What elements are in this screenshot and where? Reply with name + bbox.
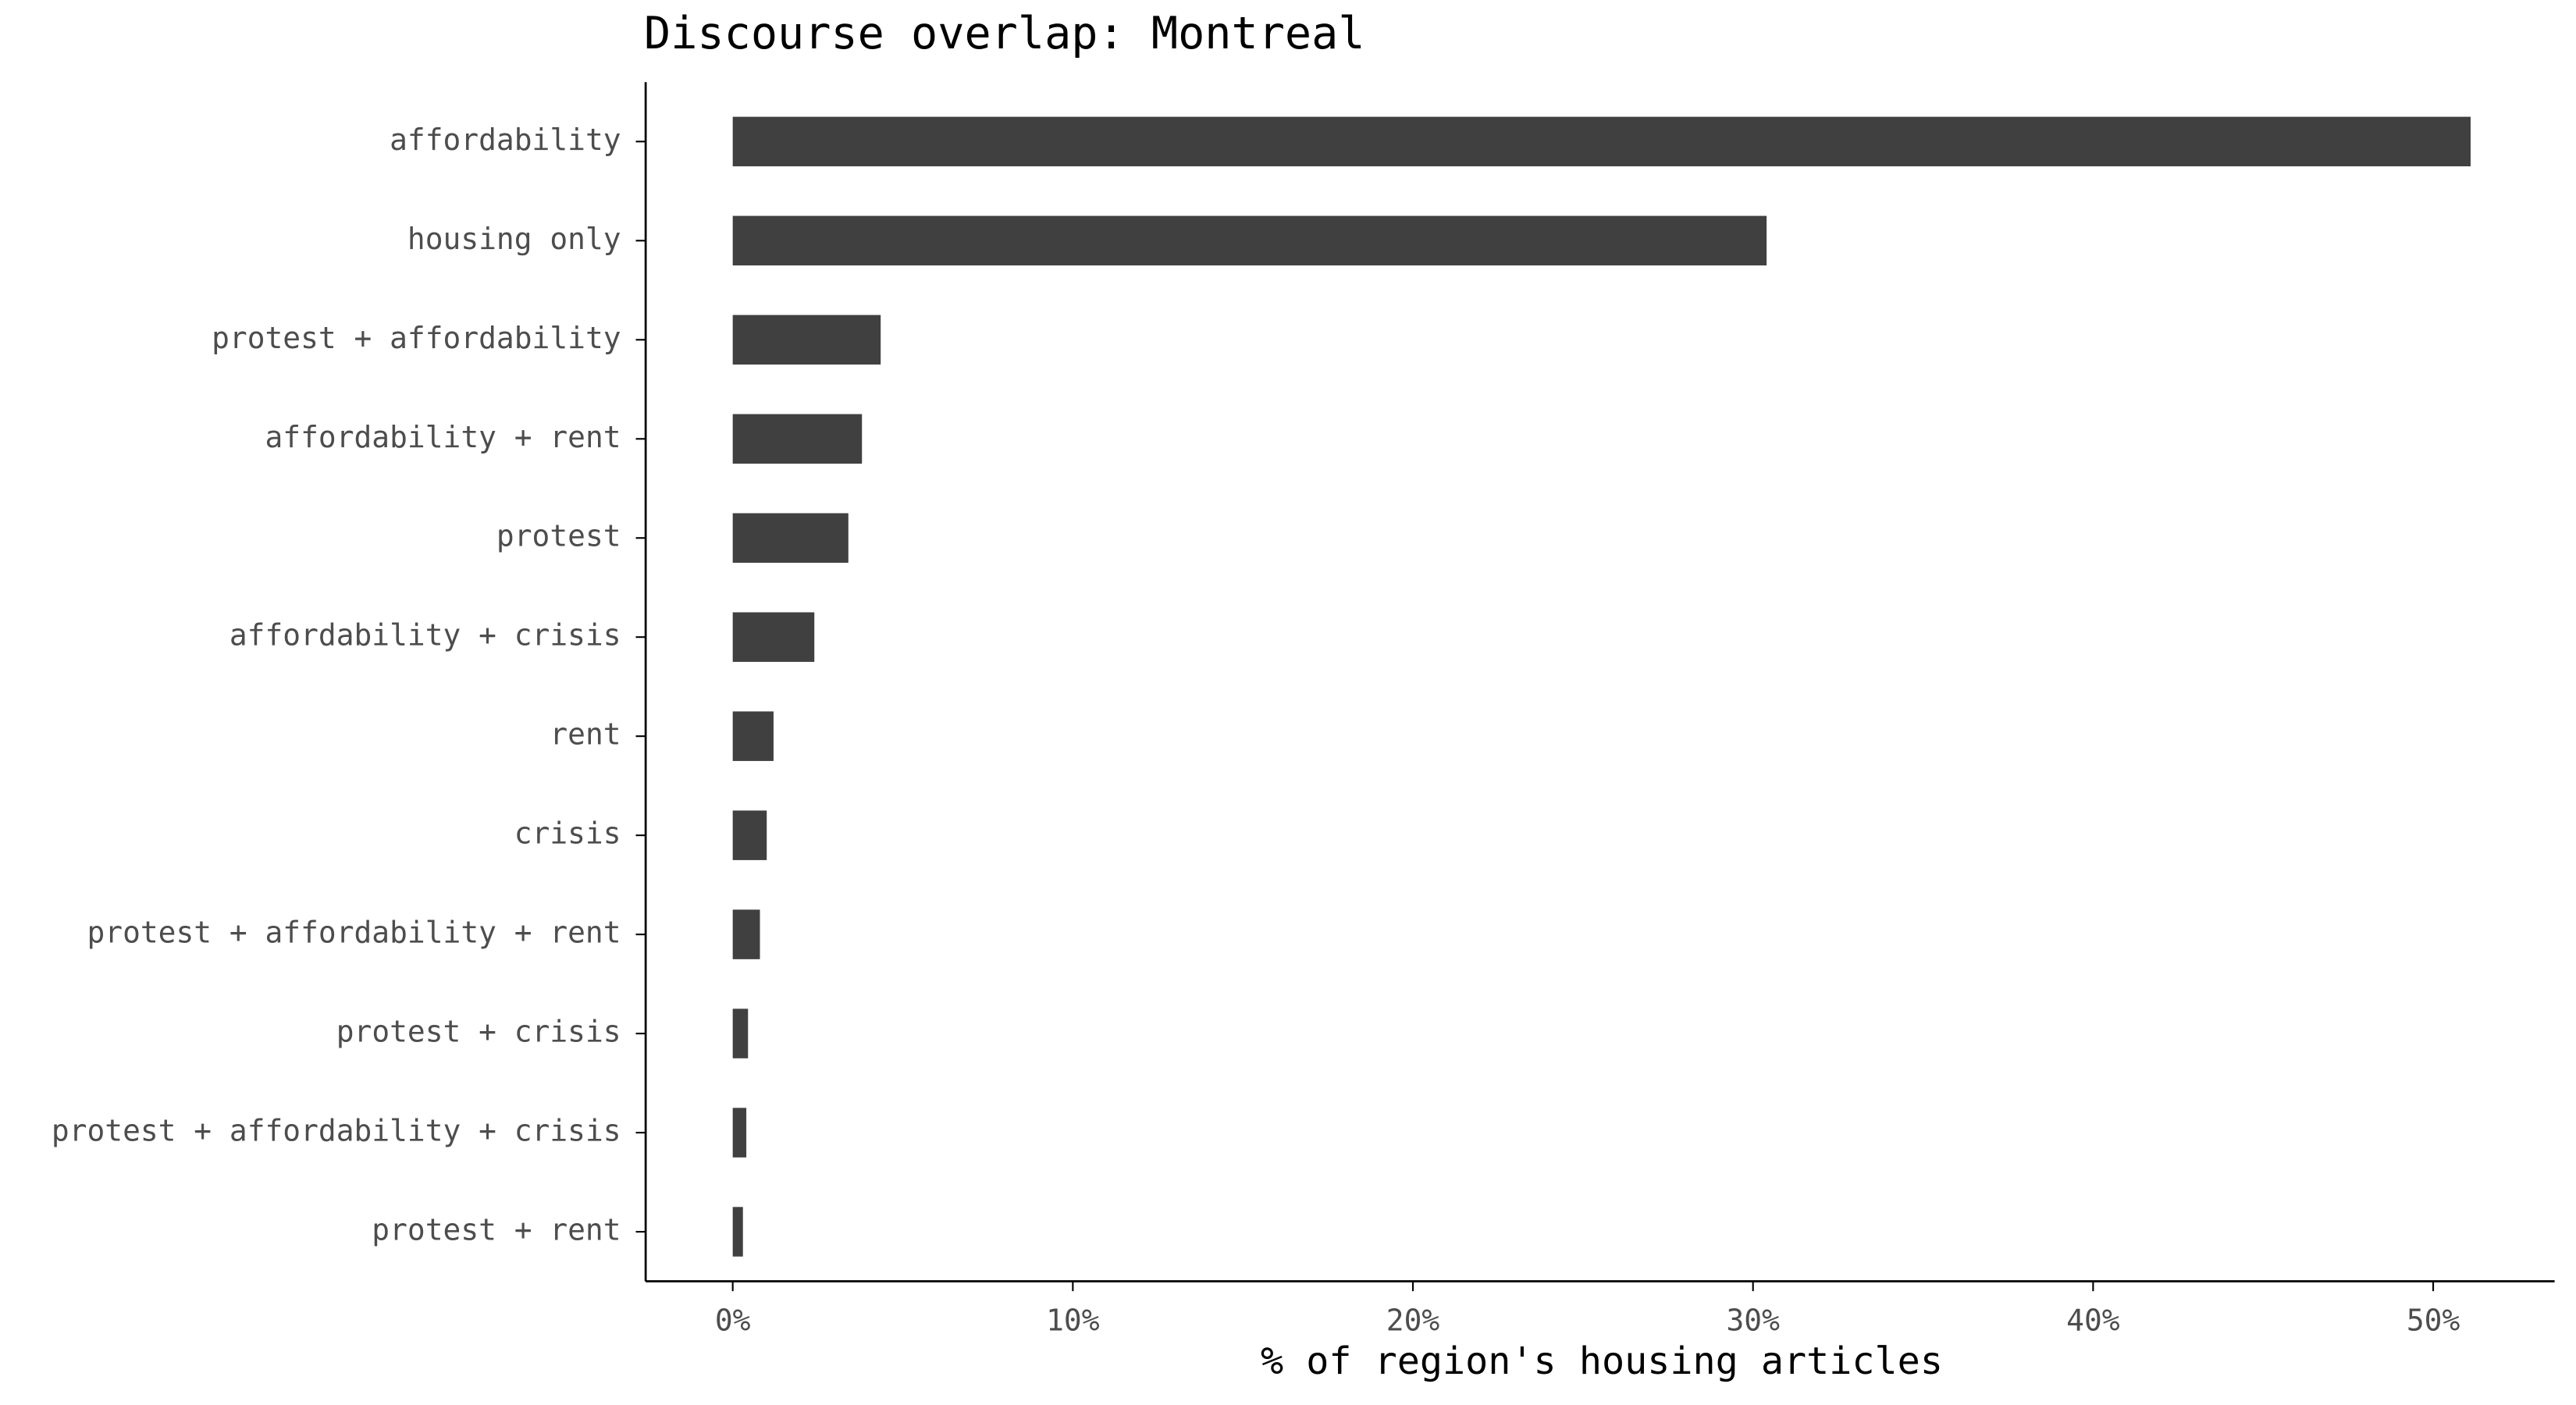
bar xyxy=(732,612,815,662)
bar xyxy=(732,1008,749,1058)
bar xyxy=(732,810,767,860)
y-tick-label: protest + affordability xyxy=(212,321,621,355)
bar xyxy=(732,909,760,959)
y-tick-label: affordability + crisis xyxy=(229,618,621,653)
x-tick-label: 50% xyxy=(2407,1304,2460,1338)
bar xyxy=(732,1207,743,1257)
y-tick-label: rent xyxy=(550,717,621,752)
x-tick-label: 20% xyxy=(1386,1304,1440,1338)
y-tick-label: protest + affordability + rent xyxy=(87,916,621,950)
bar xyxy=(732,315,881,365)
y-tick-label: protest + rent xyxy=(372,1213,621,1247)
chart-title: Discourse overlap: Montreal xyxy=(644,8,1365,59)
x-tick-label: 40% xyxy=(2066,1304,2120,1338)
x-axis-label: % of region's housing articles xyxy=(1261,1339,1943,1383)
x-tick-label: 0% xyxy=(715,1304,751,1338)
bar xyxy=(732,215,1767,266)
y-tick-label: affordability + rent xyxy=(265,420,621,454)
bar xyxy=(732,116,2471,167)
x-tick-label: 30% xyxy=(1726,1304,1780,1338)
y-tick-label: affordability xyxy=(390,123,621,157)
y-tick-label: protest xyxy=(496,519,621,553)
y-tick-label: housing only xyxy=(407,222,621,256)
x-tick-label: 10% xyxy=(1046,1304,1100,1338)
bar xyxy=(732,513,849,563)
bar xyxy=(732,414,863,464)
y-tick-label: protest + affordability + crisis xyxy=(52,1114,621,1148)
bar xyxy=(732,711,774,761)
bar xyxy=(732,1108,747,1158)
y-tick-label: protest + crisis xyxy=(336,1015,621,1049)
y-tick-label: crisis xyxy=(514,816,621,851)
